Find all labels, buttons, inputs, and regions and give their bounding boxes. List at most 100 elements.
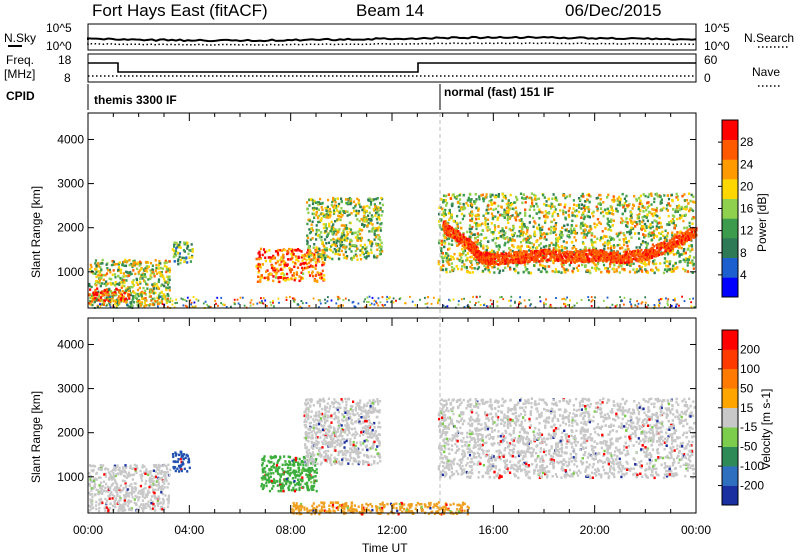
- power-cell: [155, 272, 158, 275]
- power-cell: [494, 215, 497, 218]
- power-cell: [457, 242, 461, 246]
- power-cell: [531, 204, 534, 207]
- power-cell: [445, 204, 448, 207]
- power-cell: [518, 225, 521, 229]
- power-cell: [514, 258, 518, 261]
- power-cell: [560, 262, 563, 266]
- power-cell: [640, 228, 643, 231]
- power-cell: [516, 234, 519, 238]
- power-cell: [101, 290, 104, 293]
- power-cell: [608, 220, 611, 223]
- power-cell: [623, 268, 626, 271]
- power-cell: [589, 271, 592, 275]
- power-cell: [610, 238, 613, 241]
- power-cell: [368, 206, 371, 209]
- power-cell: [474, 193, 477, 196]
- power-cell: [125, 290, 128, 294]
- power-cell: [683, 248, 686, 251]
- power-cell: [313, 216, 316, 219]
- power-cell: [118, 295, 121, 298]
- power-cell: [313, 243, 316, 246]
- power-cell: [344, 250, 347, 254]
- power-cell: [320, 231, 323, 234]
- power-cell: [310, 198, 313, 201]
- power-cell: [546, 258, 549, 261]
- power-cell: [635, 199, 638, 202]
- power-cell: [625, 204, 628, 207]
- power-cell: [443, 231, 447, 235]
- power-cell: [596, 262, 599, 266]
- power-cell: [571, 252, 575, 256]
- power-cell: [152, 272, 155, 276]
- power-cell: [364, 218, 367, 222]
- power-cell: [475, 222, 478, 225]
- power-cell: [501, 192, 504, 196]
- power-cell: [183, 260, 186, 264]
- power-cell: [495, 262, 498, 265]
- power-cell: [589, 228, 592, 231]
- power-cell: [618, 271, 621, 274]
- power-cell: [377, 209, 380, 213]
- power-cell: [128, 297, 131, 300]
- power-cell: [100, 273, 103, 277]
- power-cell: [144, 293, 147, 296]
- power-cell: [124, 274, 127, 278]
- power-cell: [308, 204, 311, 207]
- power-cell: [132, 290, 135, 293]
- power-cell: [94, 259, 98, 262]
- power-cell: [341, 238, 344, 242]
- power-cell: [455, 229, 458, 232]
- power-cell: [498, 214, 502, 217]
- power-cell: [89, 263, 92, 267]
- power-cell: [561, 249, 564, 252]
- power-cell: [671, 214, 674, 217]
- power-cell: [321, 261, 324, 264]
- power-cell: [330, 243, 334, 247]
- power-cell: [509, 252, 512, 255]
- power-cell: [318, 273, 321, 276]
- power-cell: [630, 212, 633, 216]
- power-cell: [340, 197, 343, 200]
- power-cell: [550, 220, 554, 224]
- power-cell: [511, 238, 514, 241]
- power-cell: [368, 218, 371, 221]
- power-cell: [97, 264, 100, 268]
- cpid-label: CPID: [6, 89, 35, 103]
- power-cell: [530, 196, 533, 200]
- power-cell: [148, 290, 152, 293]
- power-cell: [158, 292, 161, 295]
- power-cell: [525, 241, 528, 244]
- power-cell: [259, 266, 262, 269]
- power-cell: [655, 262, 658, 266]
- power-cell: [500, 260, 504, 264]
- power-cell: [651, 208, 654, 211]
- power-cell: [143, 301, 147, 305]
- power-cell: [553, 205, 556, 208]
- power-cell: [187, 252, 190, 256]
- power-cell: [554, 223, 557, 227]
- power-cell: [659, 200, 662, 204]
- power-cell: [576, 259, 579, 262]
- power-cell: [670, 220, 673, 223]
- power-cell: [272, 275, 275, 278]
- power-cell: [451, 269, 454, 272]
- power-cell: [338, 215, 341, 218]
- power-cell: [531, 258, 534, 261]
- power-cell: [261, 253, 264, 257]
- power-cell: [564, 203, 567, 206]
- power-cell: [491, 265, 494, 269]
- power-cell: [570, 229, 573, 232]
- power-cell: [152, 271, 155, 274]
- power-cell: [174, 249, 178, 253]
- power-cell: [324, 256, 327, 260]
- power-cell: [584, 236, 587, 239]
- power-cell: [553, 249, 556, 253]
- power-cell: [138, 280, 142, 284]
- power-cell: [629, 229, 632, 232]
- power-cell: [308, 265, 311, 269]
- power-cell: [599, 237, 603, 240]
- power-cell: [447, 193, 450, 196]
- power-cell: [524, 214, 527, 217]
- power-cell: [88, 284, 91, 288]
- power-cell: [655, 206, 658, 210]
